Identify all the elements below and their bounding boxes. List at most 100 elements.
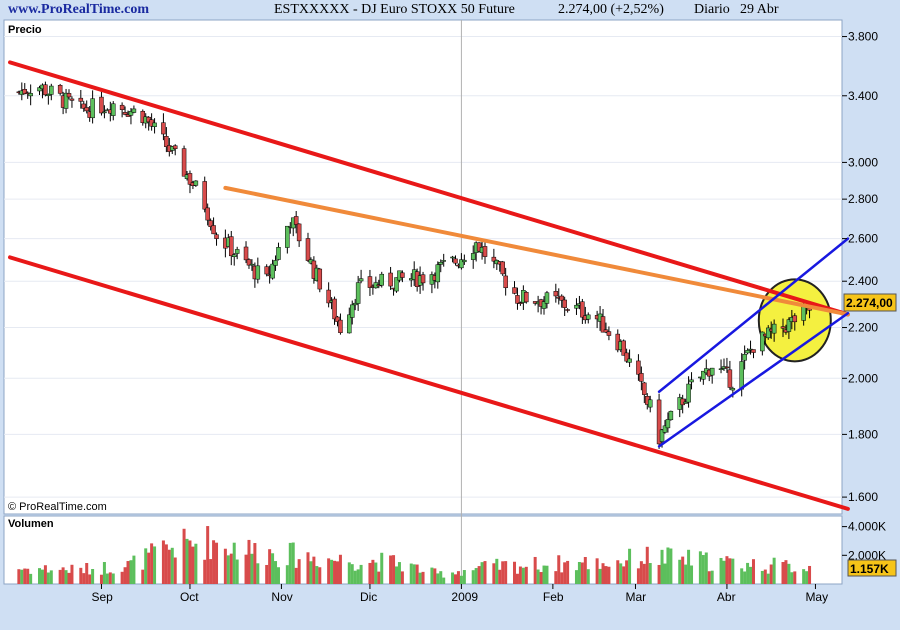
volume-bar [802, 569, 806, 584]
volume-bar [335, 561, 339, 584]
volume-bar [554, 571, 558, 584]
volume-bar [209, 559, 213, 584]
volume-bar [389, 555, 393, 584]
candle-body [624, 352, 629, 362]
candle-body [276, 247, 281, 260]
volume-bar [394, 566, 398, 584]
volume-bar [459, 575, 463, 584]
volume-bar [557, 555, 561, 584]
volume-bar [61, 567, 65, 584]
volume-bar [483, 561, 487, 584]
volume-bar [666, 547, 670, 584]
candle-body [400, 272, 405, 278]
volume-bar [442, 577, 446, 584]
volume-tick-label: 4.000K [848, 520, 886, 534]
price-candles [16, 81, 756, 449]
volume-bar [471, 570, 475, 584]
volume-bar [274, 561, 278, 584]
last-price-label: 2.274,00 [846, 296, 893, 310]
candle-body [742, 353, 747, 361]
volume-bar [164, 544, 168, 584]
volume-bar [400, 571, 404, 584]
date-tick-label: Oct [180, 590, 199, 604]
volume-bar [392, 555, 396, 584]
volume-bar [102, 562, 106, 584]
volume-bar [645, 546, 649, 584]
volume-bar [64, 570, 68, 584]
candle-body [801, 305, 806, 321]
volume-bar [681, 556, 685, 584]
candle-body [574, 304, 579, 309]
resistance-line [223, 185, 850, 317]
volume-bar [333, 560, 337, 584]
candle-body [229, 236, 234, 257]
volume-bar [191, 546, 195, 584]
date-tick-label: Mar [625, 590, 646, 604]
volume-bar [141, 569, 145, 584]
candle-body [512, 287, 517, 294]
candle-body [683, 401, 688, 404]
candle-body [709, 367, 715, 376]
candle-body [500, 261, 505, 275]
last-price-box [843, 293, 897, 312]
candle-body [332, 298, 337, 320]
candle-body [63, 92, 69, 109]
volume-bar [327, 558, 331, 584]
volume-bar [583, 556, 587, 584]
volume-bar [545, 565, 549, 584]
volume-bar [707, 571, 711, 584]
candle-body [152, 122, 157, 127]
candle-body [792, 315, 798, 323]
volume-bar [291, 542, 295, 584]
volume-bar [772, 557, 776, 584]
candle-body [317, 268, 323, 290]
date-tick-label: Sep [91, 590, 113, 604]
volume-bar [439, 571, 443, 584]
price-pane [3, 19, 843, 515]
candle-body [515, 295, 520, 304]
volume-bar [793, 571, 797, 584]
volume-bar [147, 552, 151, 584]
uptrend-channel-lower [657, 311, 850, 448]
volume-bar [725, 556, 729, 584]
volume-bar [58, 569, 62, 584]
volume-bar [347, 562, 351, 584]
volume-bar [628, 548, 632, 584]
site-title[interactable]: www.ProRealTime.com [8, 2, 150, 17]
volume-bar [751, 559, 755, 584]
candle-body [751, 349, 756, 353]
volume-bar [105, 573, 109, 584]
volume-bar [477, 566, 481, 584]
volume-bar [433, 568, 437, 584]
volume-bar [684, 564, 688, 584]
candle-body [771, 323, 777, 334]
volume-bar [763, 569, 767, 584]
volume-bar [760, 570, 764, 584]
candle-body [326, 289, 331, 304]
volume-bar [206, 526, 210, 584]
volume-bar [182, 528, 186, 584]
volume-bar [203, 559, 207, 584]
candle-body [524, 292, 529, 303]
volume-bar [188, 540, 192, 584]
candle-body [57, 84, 63, 94]
volume-bar [421, 571, 425, 584]
candle-body [296, 223, 302, 242]
price-tick-label: 3.800 [848, 30, 878, 44]
price-pane-title: Precio [8, 24, 42, 36]
volume-bar [338, 554, 342, 584]
volume-bar [607, 566, 611, 584]
candle-body [470, 253, 476, 260]
candle-body [420, 274, 426, 284]
candle-body [745, 350, 750, 354]
volume-bar [111, 573, 115, 584]
candle-body [99, 96, 104, 114]
volume-bar [669, 548, 673, 584]
volume-bar [167, 549, 171, 584]
volume-bar [619, 563, 623, 584]
candle-body [724, 366, 730, 369]
volume-bar [781, 562, 785, 584]
candle-body [335, 316, 340, 322]
volume-bar [639, 561, 643, 584]
candle-body [358, 278, 364, 282]
